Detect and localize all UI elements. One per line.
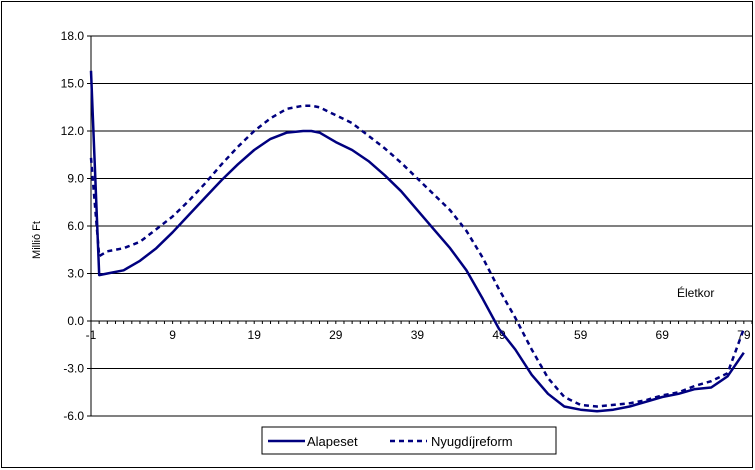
x-tick-label: 59 <box>574 328 588 342</box>
gridlines <box>91 35 752 417</box>
y-tick-label: 6.0 <box>67 219 84 233</box>
x-tick-label: 79 <box>737 328 751 342</box>
y-tick-label: 3.0 <box>67 267 84 281</box>
x-tick-label: 69 <box>656 328 670 342</box>
legend-label-alapeset: Alapeset <box>307 434 358 449</box>
y-tick-label: 12.0 <box>61 124 85 138</box>
x-tick-label: -1 <box>86 328 97 342</box>
y-tick-label: 9.0 <box>67 172 84 186</box>
x-axis-ticks: -1 9 19 29 39 49 59 69 79 <box>86 321 753 342</box>
y-axis-label: Millió Ft <box>31 221 43 259</box>
y-tick-label: 18.0 <box>61 29 85 43</box>
x-tick-label: 29 <box>329 328 343 342</box>
x-tick-label: 39 <box>411 328 425 342</box>
series-line-alapeset <box>89 70 745 413</box>
legend: Alapeset Nyugdíjreform <box>261 426 557 455</box>
y-tick-label: 0.0 <box>67 314 84 328</box>
y-tick-label: -3.0 <box>63 362 84 376</box>
legend-label-nyugdijreform: Nyugdíjreform <box>431 434 513 449</box>
series-lines <box>89 70 745 413</box>
x-tick-label: 19 <box>248 328 262 342</box>
series-line-nyugdijreform <box>89 104 745 408</box>
x-axis-annotation: Életkor <box>677 285 714 300</box>
y-tick-label: -6.0 <box>63 409 84 423</box>
y-tick-label: 15.0 <box>61 77 85 91</box>
legend-box <box>261 426 557 455</box>
y-axis-ticks: 18.0 15.0 12.0 9.0 6.0 3.0 0.0 -3.0 -6.0 <box>61 29 91 423</box>
x-tick-label: 9 <box>169 328 176 342</box>
